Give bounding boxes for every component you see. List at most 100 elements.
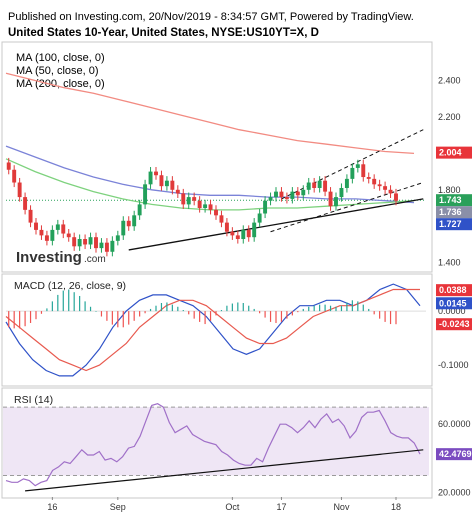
rsi-ytick-1: 20.0000: [438, 488, 471, 498]
candle-body: [257, 213, 262, 223]
candle-body: [121, 220, 126, 236]
candle-body: [361, 164, 366, 178]
candle-body: [208, 204, 213, 210]
candle-body: [295, 191, 300, 196]
macd-histogram-bar: [40, 311, 43, 314]
xtick-label-0: 16: [47, 502, 57, 512]
candle-body: [290, 191, 295, 199]
candle-body: [192, 197, 197, 201]
macd-histogram-bar: [357, 301, 359, 312]
candle-body: [143, 184, 148, 205]
macd-histogram-bar: [111, 311, 113, 325]
macd-histogram-bar: [51, 301, 53, 312]
macd-histogram-bar: [313, 305, 315, 312]
macd-histogram-bar: [122, 311, 124, 328]
candle-body: [312, 182, 317, 188]
macd-histogram-bar: [13, 311, 15, 329]
price-tag-label: 1.736: [439, 207, 462, 217]
macd-histogram-bar: [117, 311, 119, 328]
candle-body: [235, 235, 240, 240]
logo-suffix-text: .com: [84, 254, 106, 265]
rsi-band-layer: [3, 406, 429, 476]
macd-histogram-bar: [24, 311, 26, 327]
rsi-line: [5, 403, 421, 487]
macd-histogram-bar: [84, 301, 86, 312]
candle-body: [159, 175, 164, 187]
candle-body: [350, 167, 355, 179]
ma-legend-100: MA (100, close, 0): [16, 52, 105, 64]
macd-ytick-0: 0.0000: [438, 306, 466, 316]
candle-body: [383, 186, 388, 190]
ma-line-0: [5, 72, 415, 155]
candle-body: [366, 177, 371, 179]
candle-body: [334, 197, 338, 207]
macd-histogram-bar: [100, 311, 103, 317]
macd-histogram-bar: [215, 311, 217, 316]
xtick-label-3: 17: [276, 502, 286, 512]
macd-histogram-bar: [68, 289, 70, 312]
macd-histogram-bar: [57, 294, 59, 312]
macd-histogram-bar: [237, 302, 239, 312]
candle-body: [39, 229, 44, 236]
macd-tag-1: 0.0145: [436, 297, 472, 310]
macd-histogram-bar: [253, 308, 255, 312]
candle-body: [328, 191, 333, 207]
price-tag-box: [436, 194, 472, 207]
investing-logo: Investing .com: [16, 249, 106, 266]
chart-title: United States 10-Year, United States, NY…: [8, 27, 319, 39]
macd-histogram-bar: [231, 303, 233, 312]
macd-tag-box: [436, 284, 472, 297]
candle-body: [230, 231, 235, 236]
macd-histogram-bar: [384, 311, 386, 322]
macd-histogram-bar: [264, 311, 266, 318]
macd-tag-box: [436, 318, 472, 331]
macd-histogram-bar: [346, 302, 348, 312]
macd-histogram-bar: [144, 311, 146, 314]
candle-body: [377, 184, 382, 187]
candle-body: [99, 242, 104, 249]
macd-legend: MACD (12, 26, close, 9): [14, 280, 126, 292]
macd-tag-label: -0.0243: [439, 319, 470, 329]
rsi-band: [3, 407, 429, 476]
macd-tag-label: 0.0145: [439, 298, 467, 308]
macd-histogram-bar: [362, 304, 364, 312]
rsi-tag-label: 42.4769: [439, 449, 472, 459]
price-tag-box: [436, 218, 472, 231]
candle-body: [110, 240, 115, 252]
price-tag-label: 1.743: [439, 195, 462, 205]
candle-body: [72, 237, 77, 247]
macd-histogram-bar: [308, 306, 310, 312]
macd-histogram-bar: [133, 311, 135, 321]
candle-body: [17, 182, 22, 198]
macd-histogram-bar: [395, 311, 397, 325]
macd-histogram-bar: [139, 311, 141, 317]
macd-histogram-bar: [160, 303, 163, 312]
macd-tag-0: 0.0388: [436, 284, 472, 297]
candle-body: [83, 239, 88, 245]
macd-histogram-bar: [297, 311, 299, 313]
price-ytick-2: 1.800: [438, 185, 461, 195]
axis-layer: 2.400 2.200 1.800 1.400 0.0000 -0.1000 60.0000…: [47, 75, 472, 512]
candle-body: [148, 171, 153, 185]
candle-body: [50, 229, 55, 241]
rsi-tag-box: [436, 448, 472, 461]
macd-histogram-bar: [89, 306, 92, 312]
macd-histogram-bar: [8, 311, 10, 328]
candle-body: [241, 229, 246, 240]
candle-body: [355, 164, 360, 168]
candle-body: [137, 204, 142, 216]
macd-histogram-bar: [269, 311, 272, 322]
candle-body: [186, 197, 191, 205]
price-tag-box: [436, 146, 472, 159]
xtick-label-5: 18: [391, 502, 401, 512]
candle-body: [28, 209, 33, 223]
candle-body: [301, 189, 306, 196]
candle-body: [306, 182, 311, 190]
candle-body: [372, 178, 377, 185]
candle-body: [170, 180, 175, 190]
macd-histogram-bar: [280, 311, 283, 322]
candle-body: [279, 191, 284, 198]
macd-histogram-bar: [242, 303, 244, 312]
macd-histogram-bar: [46, 308, 48, 312]
